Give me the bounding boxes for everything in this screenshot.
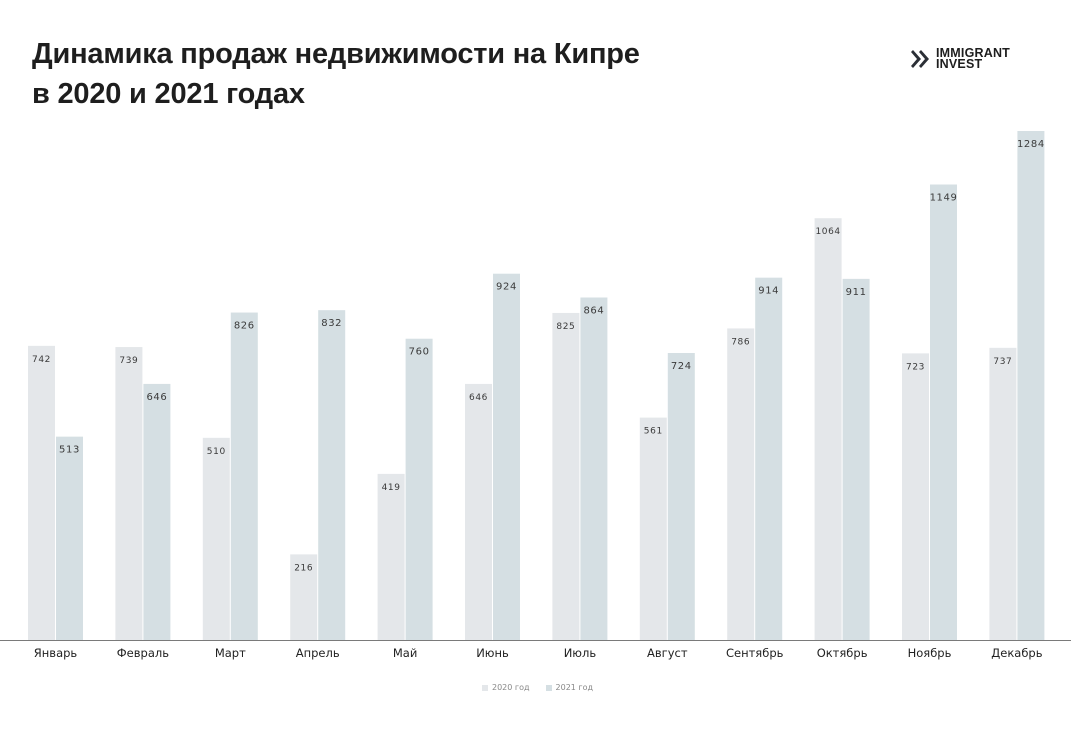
bar-2020-7: [552, 312, 580, 640]
immigrant-invest-logo: IMMIGRANT INVEST: [911, 47, 1010, 71]
legend-label-2021: 2021 год: [555, 683, 594, 692]
bar-2020-11: [902, 353, 929, 640]
bar-value-label-2020-4: 216: [294, 563, 313, 573]
bar-2020-3: [202, 437, 230, 640]
bar-2020-9: [727, 328, 755, 640]
bar-value-label-2020-5: 419: [382, 483, 401, 493]
legend-item-2020: 2020 год: [482, 683, 530, 692]
bar-value-label-2021-10: 911: [846, 287, 867, 298]
bar-2021-5: [405, 338, 433, 640]
bar-value-label-2020-8: 561: [644, 427, 663, 437]
category-label-5: Май: [393, 646, 417, 660]
bar-2020-1: [28, 345, 55, 640]
category-label-7: Июль: [564, 646, 597, 660]
bar-value-label-2021-4: 832: [321, 318, 342, 329]
bar-2021-8: [667, 352, 695, 640]
bar-value-label-2020-9: 786: [731, 337, 750, 347]
category-label-3: Март: [215, 646, 246, 660]
bar-2020-5: [377, 473, 405, 640]
bar-2021-2: [143, 383, 171, 640]
category-label-9: Сентябрь: [726, 646, 784, 660]
logo-line-2: INVEST: [936, 57, 983, 71]
bar-2021-1: [56, 436, 83, 640]
category-label-6: Июнь: [476, 646, 509, 660]
bar-2021-9: [755, 277, 783, 640]
bar-2020-8: [639, 417, 667, 640]
bar-value-label-2020-12: 737: [993, 357, 1012, 367]
category-label-10: Октябрь: [817, 646, 868, 660]
legend-swatch-2021: [545, 684, 552, 691]
category-label-8: Август: [647, 646, 688, 660]
bar-value-label-2021-9: 914: [758, 286, 779, 297]
bar-value-label-2021-8: 724: [671, 361, 692, 372]
bar-value-label-2020-11: 723: [906, 362, 925, 372]
bar-value-label-2021-5: 760: [409, 347, 430, 358]
bar-value-label-2020-6: 646: [469, 393, 488, 403]
chart-title: Динамика продаж недвижимости на Кипре в …: [32, 34, 640, 114]
category-label-1: Январь: [34, 646, 78, 660]
double-chevron-icon: [911, 50, 929, 68]
category-label-4: Апрель: [296, 646, 340, 660]
bar-value-label-2021-7: 864: [583, 305, 604, 316]
bar-value-label-2020-1: 742: [32, 355, 51, 365]
bar-value-label-2021-1: 513: [59, 445, 80, 456]
title-line-1: Динамика продаж недвижимости на Кипре: [32, 38, 640, 70]
bar-value-label-2021-12: 1284: [1017, 139, 1045, 150]
bar-value-label-2021-11: 1149: [930, 193, 958, 204]
bar-2021-3: [230, 312, 258, 640]
bar-2020-2: [115, 347, 143, 640]
bar-value-label-2021-6: 924: [496, 282, 517, 293]
legend-item-2021: 2021 год: [545, 683, 594, 692]
bar-2020-10: [814, 218, 842, 640]
bar-2021-12: [1017, 131, 1045, 640]
category-label-11: Ноябрь: [908, 646, 952, 660]
bar-2020-6: [465, 383, 492, 640]
legend-swatch-2020: [482, 684, 488, 691]
bar-value-label-2020-2: 739: [119, 356, 138, 366]
title-line-2: в 2020 и 2021 годах: [32, 78, 305, 110]
category-label-12: Декабрь: [991, 646, 1042, 660]
bar-2020-12: [989, 347, 1017, 640]
bar-value-label-2020-7: 825: [556, 322, 575, 332]
category-label-2: Февраль: [117, 646, 169, 660]
bar-2020-4: [290, 554, 318, 640]
logo-line-1: IMMIGRANT: [936, 45, 1011, 60]
bar-2021-4: [318, 310, 346, 640]
bar-2021-7: [580, 297, 608, 640]
bar-value-label-2020-10: 1064: [815, 227, 840, 237]
chart-legend: 2020 год 2021 год: [482, 683, 593, 692]
bar-value-label-2020-3: 510: [207, 447, 226, 457]
legend-label-2020: 2020 год: [492, 683, 530, 692]
bar-value-label-2021-3: 826: [234, 321, 255, 332]
bar-value-label-2021-2: 646: [146, 392, 167, 403]
bar-2021-11: [930, 184, 957, 640]
bar-2021-10: [842, 278, 870, 640]
bar-2021-6: [493, 273, 520, 640]
